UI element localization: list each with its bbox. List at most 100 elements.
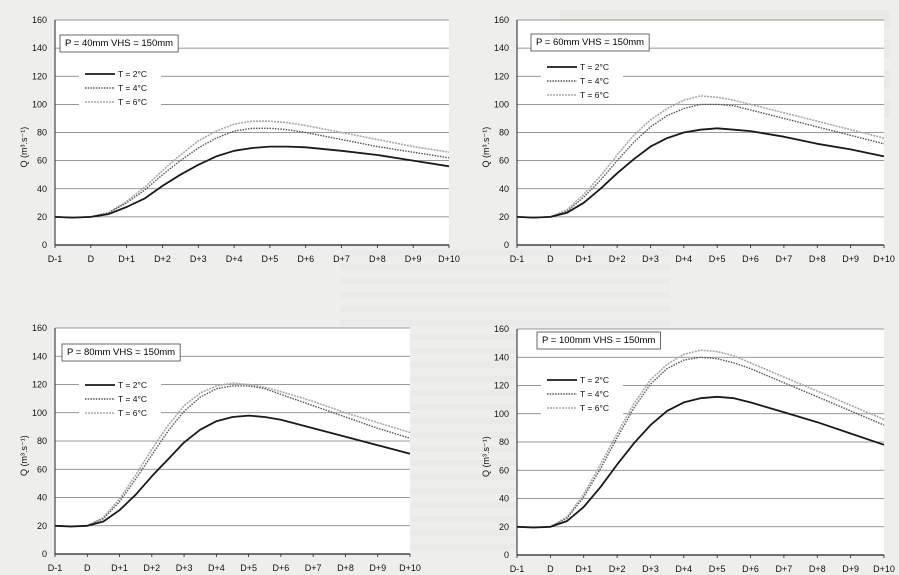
chart-annotation: P = 100mm VHS = 150mm bbox=[542, 335, 655, 346]
y-tick-label: 40 bbox=[499, 494, 509, 504]
y-tick-label: 140 bbox=[32, 43, 47, 53]
x-tick-label: D bbox=[547, 254, 554, 264]
x-tick-label: D+8 bbox=[337, 563, 354, 573]
x-tick-label: D+4 bbox=[226, 254, 243, 264]
x-tick-label: D+1 bbox=[575, 564, 592, 574]
x-tick-label: D+9 bbox=[842, 254, 859, 264]
legend-entry: T = 2°C bbox=[118, 380, 147, 390]
y-tick-label: 60 bbox=[499, 156, 509, 166]
y-tick-label: 40 bbox=[499, 184, 509, 194]
x-tick-label: D bbox=[547, 564, 554, 574]
legend-entry: T = 6°C bbox=[580, 403, 609, 413]
x-tick-label: D bbox=[84, 563, 91, 573]
y-tick-label: 120 bbox=[32, 71, 47, 81]
series-line-2 bbox=[516, 103, 885, 219]
y-tick-label: 20 bbox=[499, 212, 509, 222]
x-tick-label: D+2 bbox=[609, 564, 626, 574]
annotation-box bbox=[530, 33, 650, 52]
chart-panel-4: 0 20 40 60 80 100 120 140 160 D-1 D D+1 D+2 D+3 D+4 D+5… bbox=[481, 324, 895, 574]
y-tick-label: 140 bbox=[32, 351, 47, 361]
x-tick-label: D+2 bbox=[609, 254, 626, 264]
y-tick-label: 40 bbox=[37, 184, 47, 194]
y-tick-label: 100 bbox=[32, 408, 47, 418]
series-line-1 bbox=[54, 145, 450, 219]
chart-panel-2: 0 20 40 60 80 100 120 140 160 D-1 D D+1 D+2 D+3 D+4 D+5… bbox=[481, 15, 895, 264]
y-tick-label: 120 bbox=[494, 381, 509, 391]
y-tick-label: 160 bbox=[494, 324, 509, 334]
series-line-2 bbox=[54, 127, 450, 219]
y-tick-label: 20 bbox=[37, 521, 47, 531]
legend-entry: T = 2°C bbox=[580, 375, 609, 385]
x-tick-label: D+9 bbox=[405, 254, 422, 264]
x-tick-label: D+6 bbox=[742, 564, 759, 574]
x-tick-label: D+10 bbox=[399, 563, 421, 573]
x-tick-label: D+4 bbox=[675, 564, 692, 574]
series-line-2 bbox=[54, 385, 411, 528]
chart-panel-1: 0 20 40 60 80 100 120 140 160 D-1 D D+1 D+2 D+3 D+4 D+5… bbox=[19, 15, 460, 264]
y-axis-label: Q (m³.s⁻¹) bbox=[19, 127, 29, 168]
y-axis-label: Q (m³.s⁻¹) bbox=[481, 436, 491, 477]
y-tick-label: 60 bbox=[499, 465, 509, 475]
annotation-box bbox=[61, 343, 181, 362]
y-tick-label: 20 bbox=[37, 212, 47, 222]
x-tick-label: D-1 bbox=[48, 254, 63, 264]
chart-annotation: P = 40mm VHS = 150mm bbox=[65, 38, 173, 49]
x-tick-label: D bbox=[88, 254, 95, 264]
x-tick-label: D+8 bbox=[369, 254, 386, 264]
x-tick-label: D+1 bbox=[111, 563, 128, 573]
x-tick-label: D+2 bbox=[143, 563, 160, 573]
annotation-box bbox=[59, 34, 179, 53]
y-tick-label: 120 bbox=[494, 71, 509, 81]
annotation-box bbox=[536, 331, 661, 350]
x-tick-label: D+6 bbox=[273, 563, 290, 573]
legend-entry: T = 4°C bbox=[118, 83, 147, 93]
x-tick-label: D+7 bbox=[776, 564, 793, 574]
x-tick-label: D+10 bbox=[873, 254, 895, 264]
legend-entry: T = 6°C bbox=[118, 97, 147, 107]
x-tick-label: D+3 bbox=[176, 563, 193, 573]
x-tick-label: D+5 bbox=[709, 564, 726, 574]
legend-entry: T = 4°C bbox=[580, 76, 609, 86]
y-tick-label: 0 bbox=[504, 240, 509, 250]
y-tick-label: 140 bbox=[494, 43, 509, 53]
x-tick-label: D+9 bbox=[369, 563, 386, 573]
x-tick-label: D+5 bbox=[709, 254, 726, 264]
x-tick-label: D+3 bbox=[190, 254, 207, 264]
y-tick-label: 40 bbox=[37, 493, 47, 503]
x-tick-label: D+4 bbox=[675, 254, 692, 264]
x-tick-label: D+10 bbox=[438, 254, 460, 264]
x-tick-label: D-1 bbox=[510, 254, 525, 264]
legend-entry: T = 4°C bbox=[118, 394, 147, 404]
y-tick-label: 0 bbox=[504, 550, 509, 560]
series-line-3 bbox=[516, 349, 885, 529]
x-tick-label: D+6 bbox=[742, 254, 759, 264]
legend-entry: T = 6°C bbox=[580, 90, 609, 100]
y-tick-label: 60 bbox=[37, 156, 47, 166]
y-tick-label: 100 bbox=[494, 99, 509, 109]
chart-annotation: P = 80mm VHS = 150mm bbox=[67, 347, 175, 358]
y-tick-label: 0 bbox=[42, 549, 47, 559]
y-tick-label: 100 bbox=[32, 99, 47, 109]
series-line-3 bbox=[516, 95, 885, 219]
legend-entry: T = 4°C bbox=[580, 389, 609, 399]
x-tick-label: D+7 bbox=[305, 563, 322, 573]
x-tick-label: D+3 bbox=[642, 564, 659, 574]
y-axis-label: Q (m³.s⁻¹) bbox=[481, 127, 491, 168]
legend-entry: T = 6°C bbox=[118, 408, 147, 418]
y-tick-label: 160 bbox=[32, 323, 47, 333]
x-tick-label: D+3 bbox=[642, 254, 659, 264]
x-tick-label: D+1 bbox=[575, 254, 592, 264]
series-line-2 bbox=[516, 356, 885, 529]
y-tick-label: 80 bbox=[37, 436, 47, 446]
y-tick-label: 80 bbox=[37, 128, 47, 138]
x-tick-label: D+5 bbox=[262, 254, 279, 264]
legend-entry: T = 2°C bbox=[580, 62, 609, 72]
x-tick-label: D+10 bbox=[873, 564, 895, 574]
y-tick-label: 20 bbox=[499, 522, 509, 532]
series-line-1 bbox=[54, 414, 411, 528]
y-tick-label: 140 bbox=[494, 352, 509, 362]
y-tick-label: 120 bbox=[32, 380, 47, 390]
x-tick-label: D-1 bbox=[510, 564, 525, 574]
